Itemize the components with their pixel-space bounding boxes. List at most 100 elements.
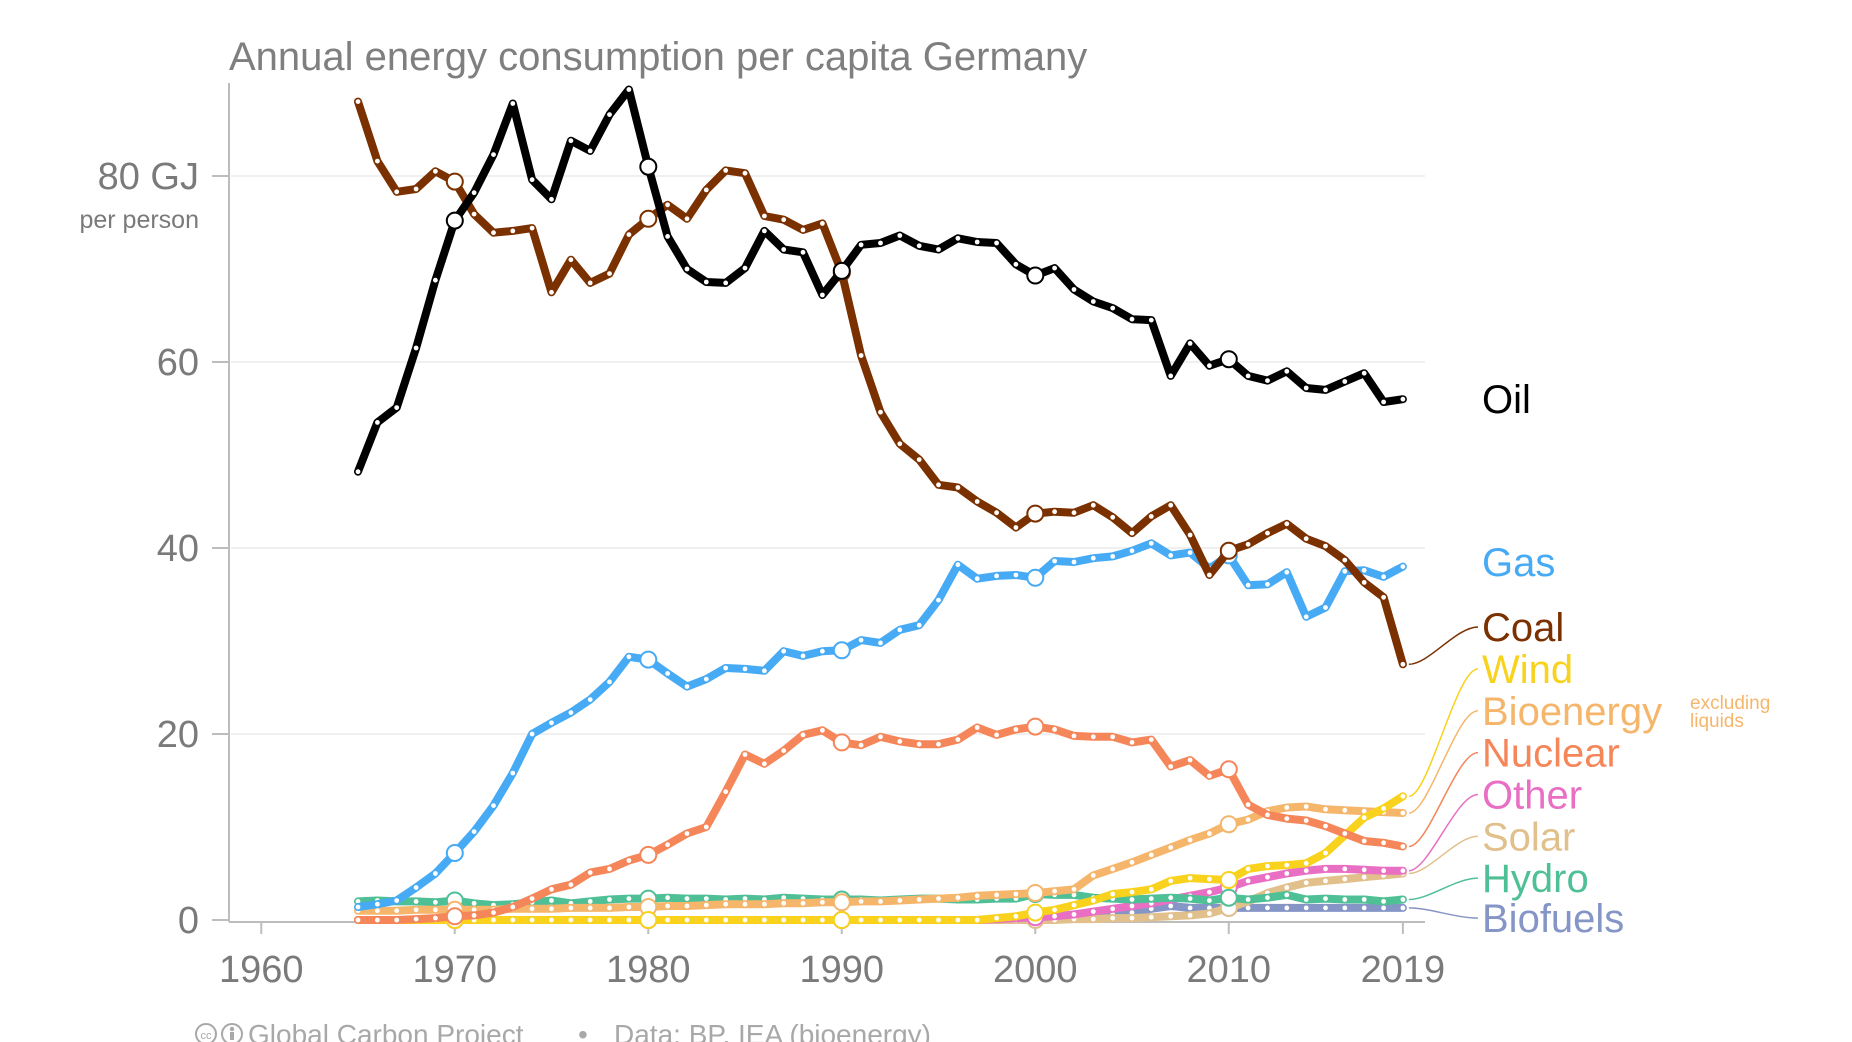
data-point (355, 99, 361, 104)
data-point (1400, 897, 1406, 902)
data-point (549, 196, 554, 202)
data-point (1361, 867, 1367, 873)
data-point (858, 742, 864, 748)
data-point (1342, 866, 1348, 872)
data-point (626, 917, 632, 923)
series-label-hydro: Hydro (1482, 857, 1589, 901)
data-point (1052, 907, 1057, 913)
data-point (1381, 905, 1386, 911)
data-point (703, 896, 709, 901)
x-axis-ticks: 1960 1970 1980 1990 2000 2010 2019 (219, 922, 1445, 991)
data-point (936, 482, 941, 488)
data-point (1090, 916, 1096, 922)
data-point (1026, 504, 1045, 523)
data-point (1303, 868, 1309, 874)
data-point (433, 277, 438, 283)
data-point (471, 913, 477, 918)
series-line-gas (354, 539, 1407, 911)
series-label-biofuels: Biofuels (1482, 897, 1624, 941)
data-point (665, 234, 670, 239)
x-tick-label: 1980 (606, 949, 691, 991)
data-point (639, 157, 658, 176)
data-point (832, 261, 851, 280)
data-point (445, 907, 464, 926)
data-point (491, 152, 496, 158)
data-point (878, 240, 883, 246)
data-point (936, 741, 941, 747)
data-point (994, 892, 999, 898)
data-point (994, 732, 999, 738)
data-point (742, 170, 748, 176)
data-point (1381, 840, 1386, 846)
data-point (1148, 852, 1154, 858)
data-point (1303, 536, 1309, 542)
data-point (1342, 557, 1348, 563)
data-point (1013, 261, 1019, 267)
data-point (955, 485, 961, 490)
data-point (936, 917, 941, 923)
data-point (510, 770, 516, 776)
data-point (1187, 896, 1193, 901)
data-point (375, 917, 380, 923)
data-point (1207, 572, 1212, 578)
cc-by-icon: cc (195, 1023, 243, 1042)
data-point (413, 885, 419, 890)
series-label-oil: Oil (1482, 378, 1531, 422)
data-point (1323, 387, 1328, 393)
data-point (1245, 541, 1251, 547)
data-point (1148, 317, 1154, 323)
data-point (665, 671, 670, 676)
data-point (491, 803, 496, 808)
series-label-solar: Solar (1482, 815, 1575, 859)
data-point (665, 903, 670, 909)
data-point (607, 917, 612, 923)
data-point (1052, 265, 1057, 271)
data-point (1265, 812, 1270, 818)
x-tick-label: 1960 (219, 949, 304, 991)
data-point (781, 917, 787, 923)
data-point (832, 893, 851, 912)
data-point (1323, 823, 1328, 829)
data-point (1245, 897, 1251, 902)
data-point (1090, 898, 1096, 903)
data-point (639, 911, 658, 929)
data-point (375, 420, 380, 425)
data-point (723, 917, 729, 923)
label-connector-hydro (1408, 877, 1479, 901)
data-point (684, 684, 690, 689)
x-tick-label: 1990 (799, 949, 884, 991)
data-point (1342, 897, 1348, 902)
data-point (1245, 866, 1251, 872)
data-point (1052, 888, 1057, 894)
data-point (587, 697, 593, 702)
data-point (1207, 773, 1212, 779)
footer-credit: Global Carbon Project (248, 1019, 524, 1042)
y-tick-label: 40 (157, 528, 199, 570)
data-point (529, 225, 535, 231)
series-label-gas: Gas (1482, 541, 1555, 585)
data-point (742, 752, 748, 757)
data-point (897, 441, 903, 447)
data-point (1219, 888, 1238, 907)
series-lines (354, 85, 1407, 929)
data-point (1129, 897, 1135, 902)
x-tick-label: 2000 (993, 949, 1078, 991)
data-point (1090, 299, 1096, 304)
data-point (355, 904, 361, 910)
data-point (1013, 572, 1019, 578)
data-point (1284, 805, 1290, 810)
data-point (1323, 878, 1328, 884)
data-point (433, 907, 438, 913)
data-point (375, 158, 380, 164)
data-point (1187, 341, 1193, 346)
data-point (858, 899, 864, 904)
data-point (1187, 837, 1193, 843)
data-point (471, 907, 477, 913)
data-point (1110, 906, 1116, 912)
data-point (471, 900, 477, 906)
data-point (510, 228, 516, 234)
data-point (1265, 581, 1270, 587)
x-tick-label: 2019 (1361, 949, 1446, 991)
data-point (1026, 568, 1045, 587)
data-point (1129, 548, 1135, 554)
